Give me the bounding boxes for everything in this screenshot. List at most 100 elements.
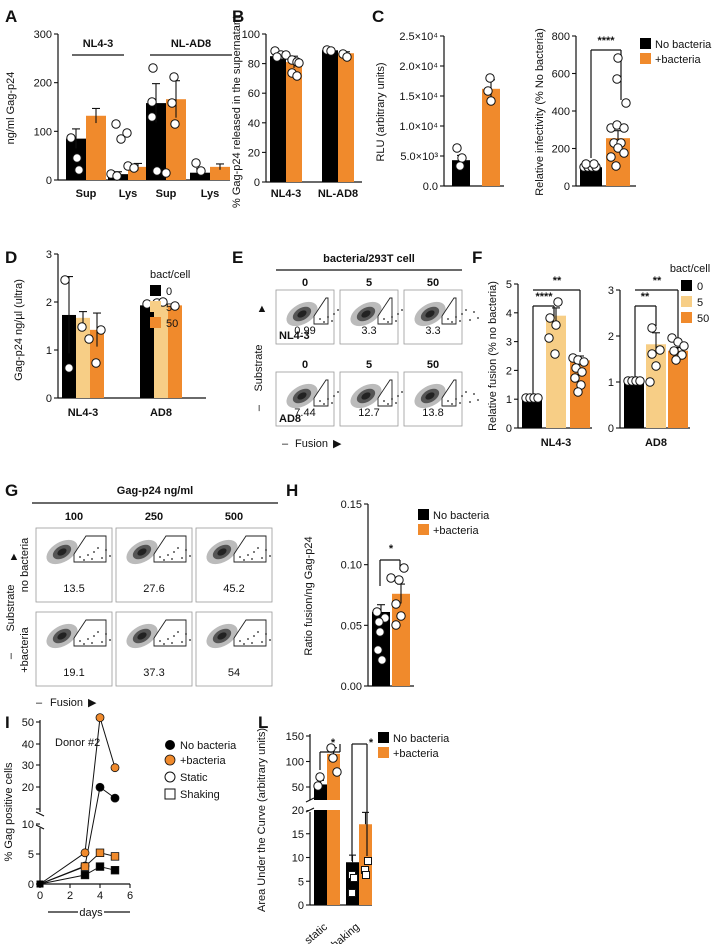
panel-e-flow-row1-cloud-center	[297, 310, 307, 318]
panel-g-flow-row1-event-dot	[159, 556, 161, 558]
legend-i-no-bacteria-label: No bacteria	[180, 740, 237, 752]
panel-l-ylabel: Area Under the Curve (arbitrary units)	[256, 728, 268, 912]
panel-l-data-point	[332, 767, 342, 777]
panel-e-flow-row1-event-dot	[473, 311, 475, 313]
panel-f2-bar	[668, 350, 688, 428]
panel-a-data-point	[148, 63, 158, 73]
panel-d-y-tick-label: 1	[46, 345, 52, 357]
panel-f2-data-point	[677, 350, 687, 360]
panel-label-b: B	[232, 7, 244, 26]
panel-b-y-tick-label: 100	[242, 29, 260, 41]
panel-g-flow-row2-cloud-center	[57, 632, 67, 640]
panel-g-row-label: no bacteria	[19, 537, 31, 592]
panel-e-flow-row1-event-dot	[451, 321, 453, 323]
panel-g-xlabel: Fusion	[50, 697, 83, 709]
panel-a-data-point	[191, 158, 201, 168]
panel-d-bar-0	[62, 314, 76, 398]
panel-b-y-tick-label: 80	[248, 59, 260, 71]
panel-g-row-label: +bacteria	[19, 626, 31, 672]
panel-d-data-point	[64, 363, 74, 373]
panel-i-y-tick-label: 5	[28, 849, 34, 861]
panel-f1-y-tick-label: 5	[506, 279, 512, 291]
panel-e-flow-row2-event-dot	[401, 391, 403, 393]
panel-g-flow-row1-event-dot	[239, 556, 241, 558]
legend-h-swatch-bacteria	[418, 524, 429, 535]
panel-e-flow-row2-event-dot	[473, 393, 475, 395]
panel-g-flow-row1-cloud-center	[217, 548, 227, 556]
panel-l-data-point	[315, 772, 325, 782]
panel-i-marker-static	[110, 793, 120, 803]
panel-e-column-label: 50	[427, 359, 439, 371]
panel-g-flow-row1-event-dot	[173, 551, 175, 553]
flow-value-label: 27.6	[143, 583, 164, 595]
flow-value-label: 12.7	[358, 407, 379, 419]
panel-c2-y-tick-label: 800	[552, 31, 570, 43]
panel-b-data-point	[272, 52, 282, 62]
panel-e-flow-row2-cloud-center	[361, 392, 371, 400]
panel-label-f: F	[472, 248, 482, 267]
panel-e-flow-row2-event-dot	[387, 403, 389, 405]
panel-f2-y-tick-label: 3	[608, 285, 614, 297]
panel-g-flow-row2-box	[115, 611, 193, 687]
panel-i-axis-break	[35, 811, 45, 817]
panel-e-flow-row2-event-dot	[383, 400, 385, 402]
panel-a-data-point	[161, 168, 171, 178]
panel-f2-data-point	[645, 377, 655, 387]
panel-l-y-tick-label: 50	[292, 782, 304, 794]
flow-value-label: 45.2	[223, 583, 244, 595]
legend-f-swatch	[681, 296, 692, 307]
panel-g-column-label: 100	[65, 511, 83, 523]
panel-c2-y-tick-label: 400	[552, 106, 570, 118]
panel-e-flow-row1-event-dot	[323, 321, 325, 323]
panel-a-y-tick-label: 0	[46, 175, 52, 187]
panel-a-data-point	[122, 128, 132, 138]
panel-a-data-point	[116, 134, 126, 144]
panel-e-x-arrow: ▶	[333, 438, 342, 450]
panel-a-data-point	[170, 119, 180, 129]
panel-a-category-label: Lys	[201, 188, 220, 200]
panel-l-axis-gap	[306, 800, 376, 810]
panel-e-flow-row2-event-dot	[323, 403, 325, 405]
panel-h-y-tick-label: 0.00	[341, 681, 362, 693]
panel-e-flow-row1-event-dot	[383, 318, 385, 320]
panel-e-flow-row1-event-dot	[387, 321, 389, 323]
panel-e-flow-row1-event-dot	[447, 318, 449, 320]
panel-c2-data-point	[621, 98, 631, 108]
panel-h-data-point	[394, 575, 404, 585]
panel-i-marker-origin	[36, 880, 44, 888]
panel-a-ylabel: ng/ml Gag-p24	[5, 72, 17, 145]
panel-f2-data-point	[655, 345, 665, 355]
legend-f-label: 5	[697, 297, 703, 309]
legend-c-bacteria-label: +bacteria	[655, 54, 701, 66]
panel-d-y-tick-label: 0	[46, 393, 52, 405]
panel-g-flow-row1-gate	[153, 535, 187, 563]
panel-a-group-label: NL4-3	[83, 38, 114, 50]
legend-i-shaking-label: Shaking	[180, 789, 220, 801]
panel-c2-ylabel: Relative infectivity (% No bacteria)	[534, 28, 546, 196]
panel-l-data-point	[313, 781, 323, 791]
panel-f1-data-point	[577, 367, 587, 377]
panel-d-category-label: AD8	[150, 407, 172, 419]
panel-c1-data-point	[486, 96, 496, 106]
panel-f2-category-label: AD8	[645, 437, 667, 449]
panel-h-data-point	[375, 627, 385, 637]
legend-d-swatch	[150, 285, 161, 296]
panel-i-marker-shaking	[110, 852, 120, 861]
panel-g-flow-row2-event-dot	[97, 631, 99, 633]
panel-b-data-point	[294, 58, 304, 68]
panel-g-flow-row1-event-dot	[171, 558, 173, 560]
legend-i-bacteria-marker	[164, 754, 176, 766]
panel-g-flow-row2-gate	[153, 619, 187, 647]
legend-f-swatch	[681, 280, 692, 291]
panel-g-flow-row1-gate	[233, 535, 267, 563]
flow-value-label: 7.44	[294, 407, 315, 419]
panel-a-category-label: Lys	[119, 188, 138, 200]
flow-value-label: 19.1	[63, 667, 84, 679]
panel-c2-data-point	[619, 148, 629, 158]
panel-d-y-tick-label: 2	[46, 297, 52, 309]
panel-i-marker-shaking	[110, 866, 120, 875]
panel-e-flow-row2-event-dot	[461, 395, 463, 397]
panel-c2-data-point	[611, 161, 621, 171]
panel-b-category-label: NL-AD8	[318, 188, 358, 200]
panel-g-flow-row2-event-dot	[251, 642, 253, 644]
